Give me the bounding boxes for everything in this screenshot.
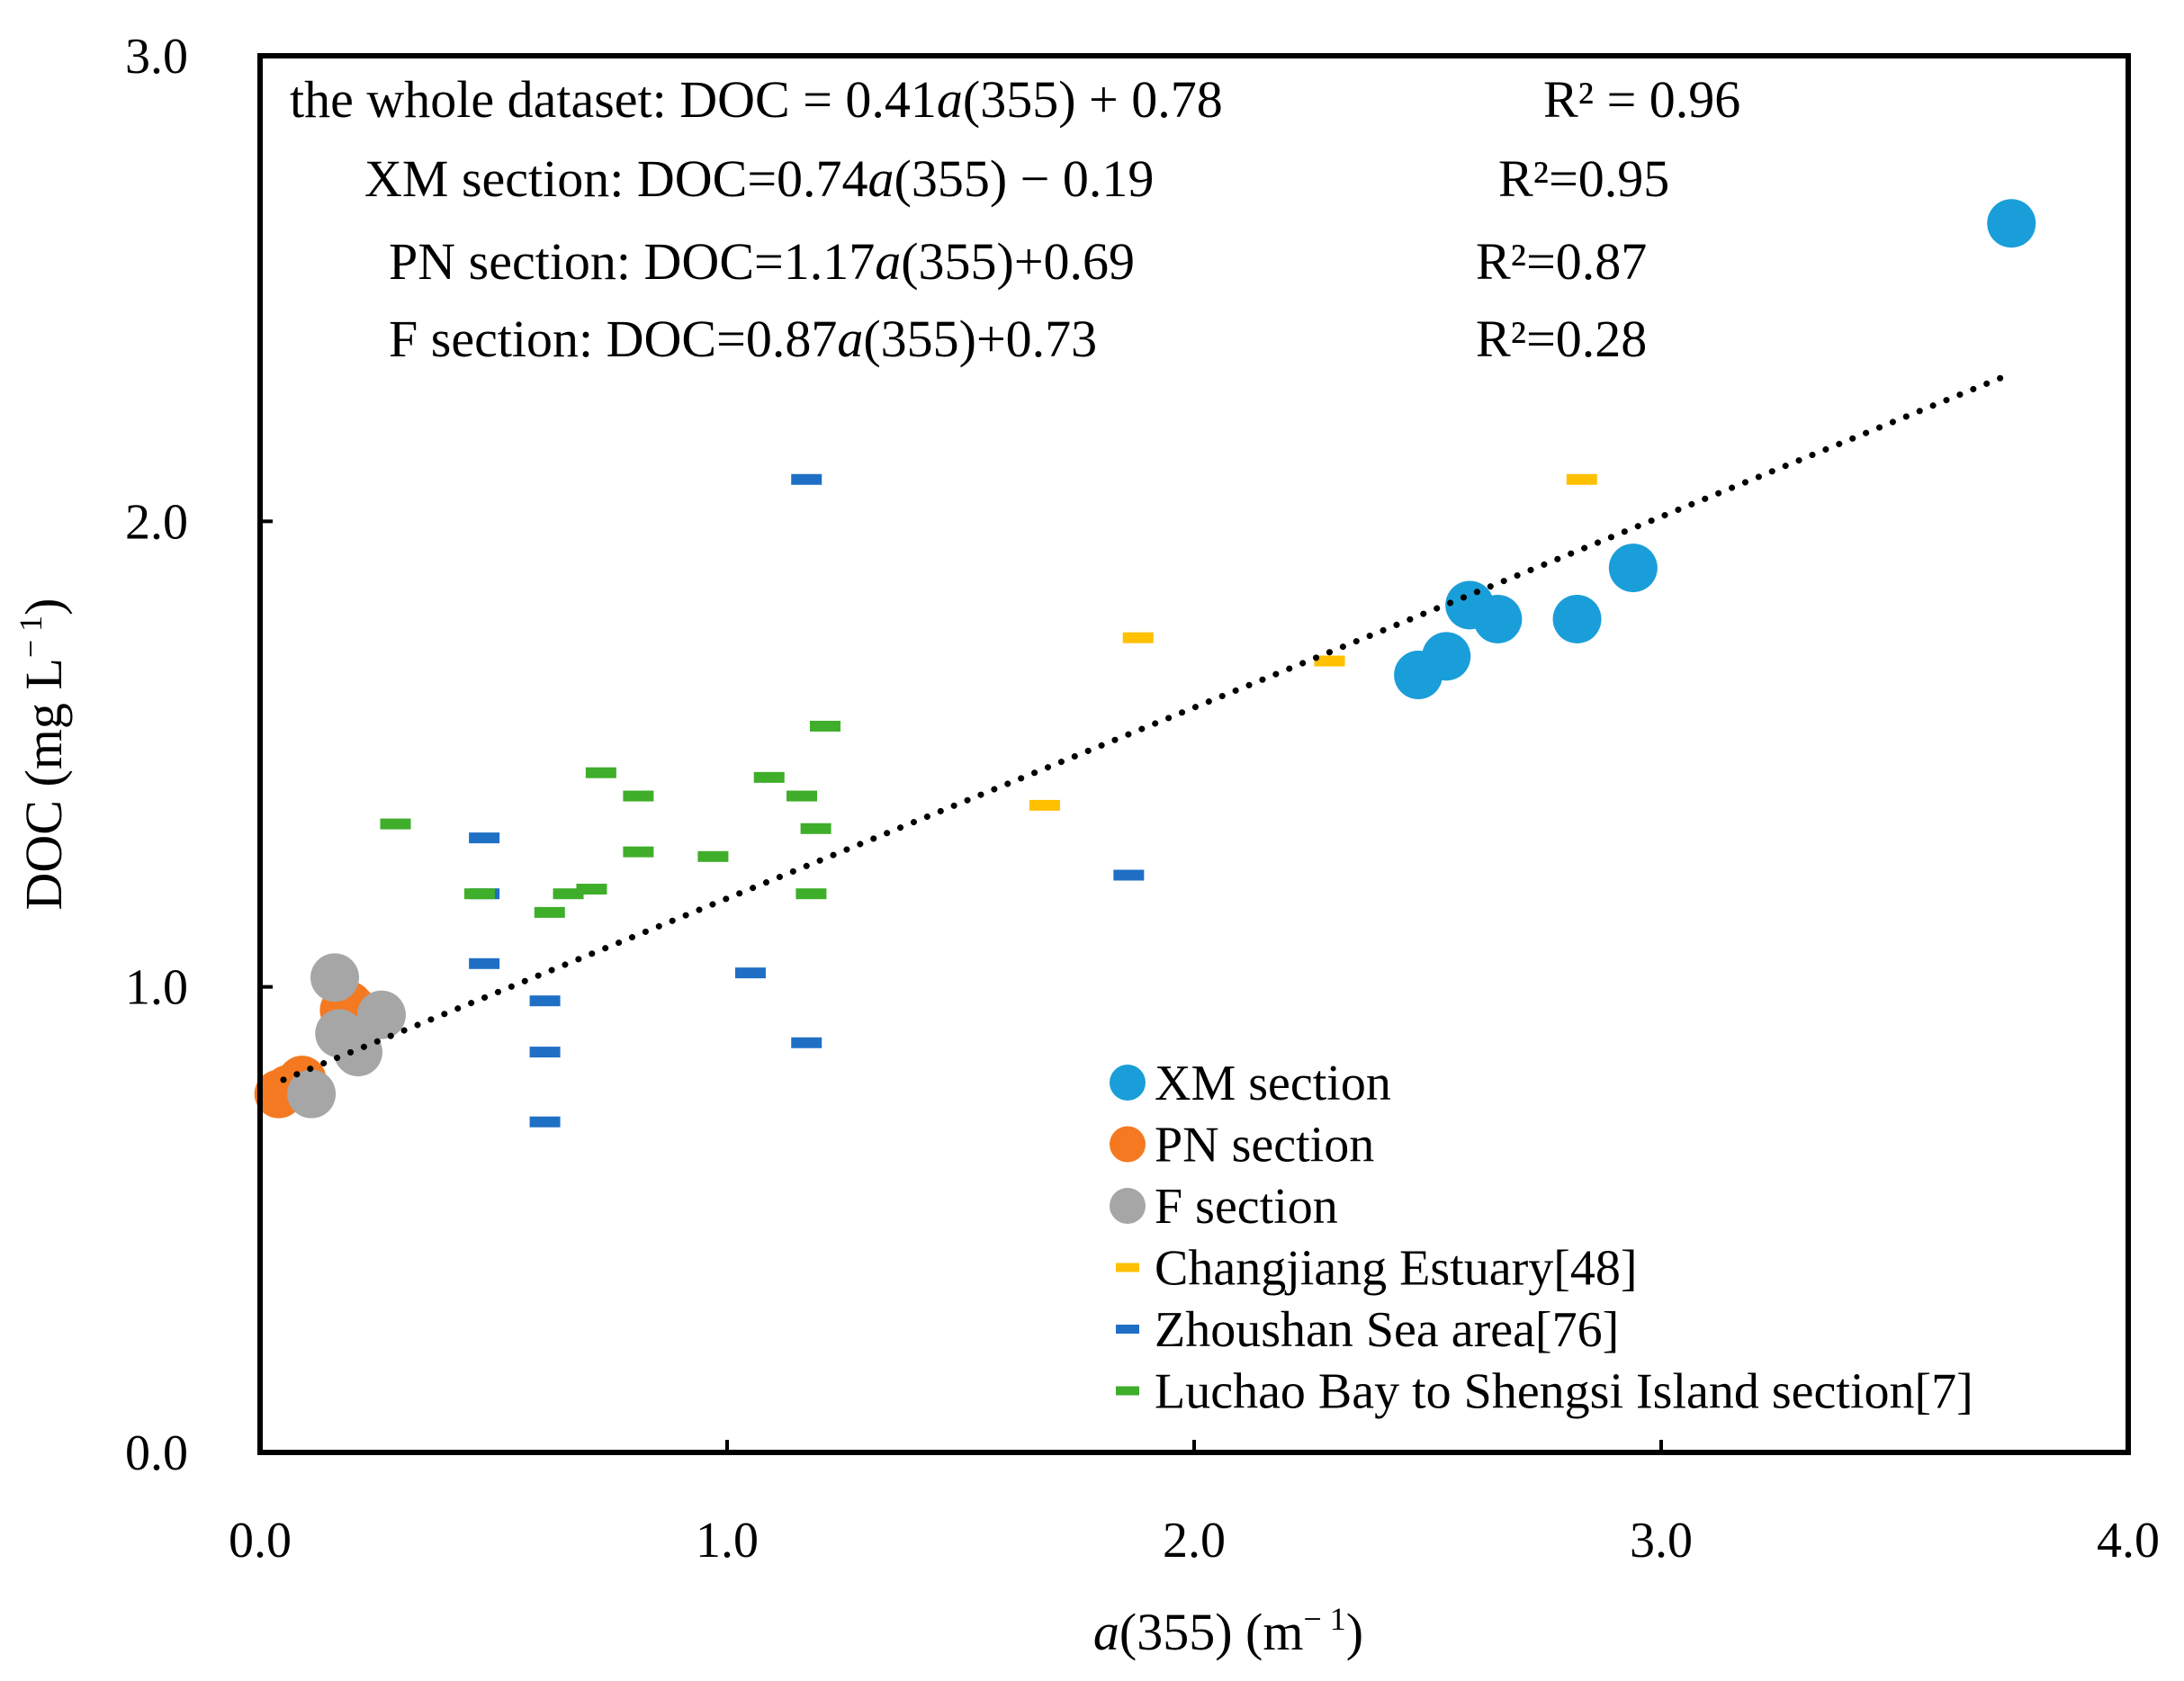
legend-label: PN section bbox=[1155, 1118, 1374, 1173]
luchao-bay-to-shengsi-island-section-point bbox=[463, 888, 495, 900]
legend-item-f-section: F section bbox=[1110, 1179, 1338, 1235]
x-axis-ticks: 0.0 1.0 2.0 3.0 4.0 bbox=[229, 1440, 2160, 1569]
xm-section-point bbox=[1608, 544, 1658, 593]
xm-section-point bbox=[1987, 199, 2036, 248]
legend-label: Luchao Bay to Shengsi Island section[7] bbox=[1155, 1364, 1973, 1420]
luchao-bay-to-shengsi-island-section-point bbox=[380, 818, 411, 830]
r2-xm-section: R²=0.95 bbox=[1498, 149, 1669, 208]
legend-label: F section bbox=[1155, 1179, 1338, 1235]
luchao-bay-to-shengsi-island-section-point bbox=[534, 906, 565, 918]
zhoushan-sea-area-point bbox=[734, 967, 766, 979]
y-tick-label: 1.0 bbox=[125, 960, 188, 1016]
y-tick-label: 3.0 bbox=[125, 29, 188, 85]
legend-swatch-circle bbox=[1110, 1065, 1146, 1101]
equation-annotations: the whole dataset: DOC = 0.41a(355) + 0.… bbox=[290, 70, 1740, 368]
equation-pn-section: PN section: DOC=1.17a(355)+0.69 bbox=[389, 232, 1135, 291]
series-luchao-bay-to-shengsi-island-section bbox=[380, 720, 840, 918]
x-tick-label: 4.0 bbox=[2097, 1513, 2160, 1569]
y-axis-title: DOC (mg L− 1) bbox=[13, 598, 73, 911]
f-section-point bbox=[310, 953, 360, 1002]
luchao-bay-to-shengsi-island-section-point bbox=[809, 720, 840, 732]
luchao-bay-to-shengsi-island-section-point bbox=[576, 884, 607, 895]
r2-whole-dataset: R² = 0.96 bbox=[1543, 70, 1740, 129]
legend: XM section PN section F section Changjiang … bbox=[1110, 1056, 1973, 1420]
data-marks bbox=[254, 199, 2036, 1128]
f-section-point bbox=[356, 990, 406, 1039]
zhoushan-sea-area-point bbox=[791, 473, 822, 485]
legend-label: Changjiang Estuary[48] bbox=[1155, 1241, 1638, 1297]
series-f-section bbox=[287, 953, 406, 1119]
legend-item-changjiang-estuary: Changjiang Estuary[48] bbox=[1116, 1241, 1638, 1297]
zhoushan-sea-area-point bbox=[1113, 869, 1145, 881]
f-section-point bbox=[287, 1069, 337, 1119]
luchao-bay-to-shengsi-island-section-point bbox=[553, 888, 584, 900]
zhoushan-sea-area-point bbox=[529, 1047, 561, 1058]
series-changjiang-estuary bbox=[1029, 473, 1597, 811]
luchao-bay-to-shengsi-island-section-point bbox=[623, 790, 654, 802]
legend-item-xm-section: XM section bbox=[1110, 1056, 1391, 1111]
changjiang-estuary-point bbox=[1566, 473, 1597, 485]
luchao-bay-to-shengsi-island-section-point bbox=[800, 823, 831, 834]
zhoushan-sea-area-point bbox=[469, 957, 500, 969]
luchao-bay-to-shengsi-island-section-point bbox=[753, 771, 785, 783]
x-tick-label: 1.0 bbox=[696, 1513, 759, 1569]
equation-f-section: F section: DOC=0.87a(355)+0.73 bbox=[389, 310, 1097, 368]
changjiang-estuary-point bbox=[1029, 799, 1060, 811]
series-zhoushan-sea-area bbox=[469, 473, 1145, 1128]
legend-swatch-dash bbox=[1116, 1325, 1139, 1334]
xm-section-point bbox=[1473, 594, 1523, 643]
zhoushan-sea-area-point bbox=[791, 1037, 822, 1048]
series-xm-section bbox=[1394, 199, 2036, 700]
equation-whole-dataset: the whole dataset: DOC = 0.41a(355) + 0.… bbox=[290, 70, 1223, 129]
legend-swatch-dash bbox=[1116, 1386, 1139, 1396]
zhoushan-sea-area-point bbox=[529, 1116, 561, 1128]
legend-item-pn-section: PN section bbox=[1110, 1118, 1374, 1173]
luchao-bay-to-shengsi-island-section-point bbox=[585, 767, 616, 778]
x-tick-label: 3.0 bbox=[1630, 1513, 1693, 1569]
zhoushan-sea-area-point bbox=[469, 832, 500, 844]
luchao-bay-to-shengsi-island-section-point bbox=[795, 888, 827, 900]
r2-f-section: R²=0.28 bbox=[1476, 310, 1647, 368]
y-axis-ticks: 0.0 1.0 2.0 3.0 bbox=[125, 29, 273, 1481]
xm-section-point bbox=[1552, 594, 1602, 643]
legend-swatch-circle bbox=[1110, 1188, 1146, 1224]
changjiang-estuary-point bbox=[1122, 632, 1154, 643]
changjiang-estuary-point bbox=[1314, 655, 1345, 667]
r2-pn-section: R²=0.87 bbox=[1476, 232, 1647, 291]
legend-label: Zhoushan Sea area[76] bbox=[1155, 1302, 1619, 1358]
xm-section-point bbox=[1422, 632, 1471, 681]
luchao-bay-to-shengsi-island-section-point bbox=[697, 850, 729, 862]
f-section-point bbox=[333, 1028, 382, 1077]
y-tick-label: 0.0 bbox=[125, 1425, 188, 1481]
legend-item-luchao-bay-to-shengsi-island-section: Luchao Bay to Shengsi Island section[7] bbox=[1116, 1364, 1973, 1420]
legend-swatch-dash bbox=[1116, 1263, 1139, 1272]
equation-xm-section: XM section: DOC=0.74a(355) − 0.19 bbox=[364, 149, 1154, 208]
y-tick-label: 2.0 bbox=[125, 494, 188, 550]
x-axis-title: a(355) (m− 1) bbox=[1093, 1601, 1363, 1661]
x-tick-label: 2.0 bbox=[1163, 1513, 1226, 1569]
luchao-bay-to-shengsi-island-section-point bbox=[786, 790, 818, 802]
legend-swatch-circle bbox=[1110, 1126, 1146, 1163]
zhoushan-sea-area-point bbox=[529, 995, 561, 1007]
legend-label: XM section bbox=[1155, 1056, 1391, 1111]
trendline-whole-dataset bbox=[280, 370, 2015, 1083]
luchao-bay-to-shengsi-island-section-point bbox=[623, 846, 654, 858]
x-tick-label: 0.0 bbox=[229, 1513, 292, 1569]
legend-item-zhoushan-sea-area: Zhoushan Sea area[76] bbox=[1116, 1302, 1619, 1358]
